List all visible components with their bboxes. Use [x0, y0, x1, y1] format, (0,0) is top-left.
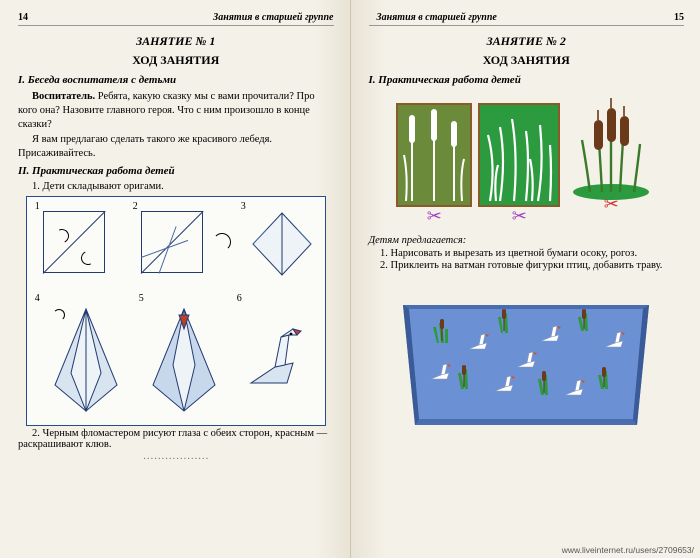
section-2: II. Практическая работа детей [18, 165, 334, 177]
offered-1: Нарисовать и вырезать из цветной бумаги … [391, 248, 685, 259]
step3-kite [249, 211, 315, 277]
step-num-3: 3 [241, 201, 246, 212]
watermark: www.liveinternet.ru/users/2709653/ [562, 545, 694, 555]
offered-list: Нарисовать и вырезать из цветной бумаги … [369, 248, 685, 271]
step4-arrow [53, 309, 65, 321]
step-num-5: 5 [139, 293, 144, 304]
running-head-left: 14 Занятия в старшей группе [18, 12, 334, 26]
panel-cattail-plant: ✂ [566, 92, 656, 207]
lesson-title-r: ЗАНЯТИЕ № 2 [369, 34, 685, 49]
running-head-right: Занятия в старшей группе 15 [369, 12, 685, 26]
step-num-4: 4 [35, 293, 40, 304]
step-num-1: 1 [35, 201, 40, 212]
panel-grass: ✂ [478, 103, 560, 207]
ellipsis: ……………… [18, 450, 334, 462]
offered-label: Детям предлагается: [369, 235, 685, 246]
step6-swan [241, 317, 321, 397]
item-1: 1. Дети складывают оригами. [18, 181, 334, 192]
section-1: I. Беседа воспитателя с детьми [18, 74, 334, 86]
step2-flip-icon [213, 233, 231, 251]
step5 [145, 305, 223, 415]
page-right: Занятия в старшей группе 15 ЗАНЯТИЕ № 2 … [350, 0, 700, 558]
lesson-title: ЗАНЯТИЕ № 1 [18, 34, 334, 49]
craft-panels: ✂ ✂ [369, 92, 685, 207]
running-title: Занятия в старшей группе [28, 12, 334, 23]
scissors-icon: ✂ [427, 206, 442, 227]
course-heading-r: ХОД ЗАНЯТИЯ [369, 53, 685, 68]
para-2: Я вам предлагаю сделать такого же красив… [18, 133, 334, 161]
page-left: 14 Занятия в старшей группе ЗАНЯТИЕ № 1 … [0, 0, 350, 558]
page-number-r: 15 [674, 12, 684, 23]
origami-diagram: 1 2 3 4 5 6 [26, 196, 326, 426]
para-1: Воспитатель. Ребята, какую сказку мы с в… [18, 90, 334, 133]
step-num-2: 2 [133, 201, 138, 212]
scissors-icon: ✂ [512, 206, 527, 227]
item-2: 2. Черным фломастером рисуют глаза с обе… [18, 428, 334, 450]
role-label: Воспитатель. [32, 91, 95, 102]
panel-cattails: ✂ [396, 103, 472, 207]
scissors-icon: ✂ [604, 194, 619, 215]
page-number: 14 [18, 12, 28, 23]
step4 [47, 305, 125, 415]
step-num-6: 6 [237, 293, 242, 304]
running-title-r: Занятия в старшей группе [377, 12, 675, 23]
pond-illustration [391, 279, 661, 439]
section-1-r: I. Практическая работа детей [369, 74, 685, 86]
course-heading: ХОД ЗАНЯТИЯ [18, 53, 334, 68]
offered-2: Приклеить на ватман готовые фигурки птиц… [391, 260, 685, 271]
